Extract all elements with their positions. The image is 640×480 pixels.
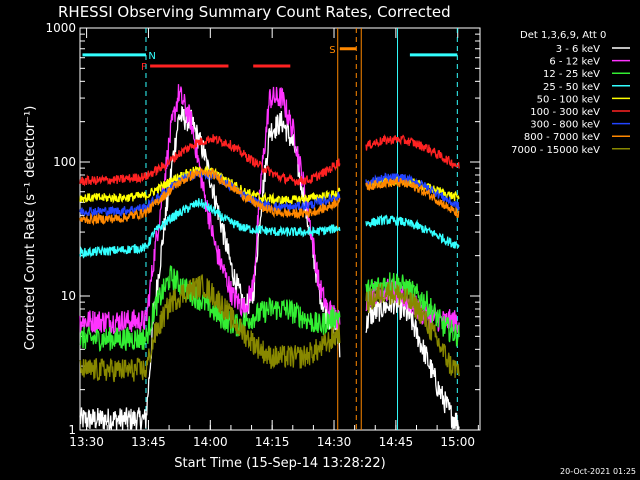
y-tick-label: 1000	[45, 21, 76, 35]
x-tick-label: 14:45	[379, 435, 414, 449]
legend-label: 12 - 25 keV	[543, 69, 600, 80]
y-axis-label: Corrected Count Rate (s⁻¹ detector⁻¹)	[23, 106, 38, 351]
plot-frame	[79, 27, 481, 431]
footer-timestamp: 20-Oct-2021 01:25	[560, 467, 636, 476]
x-axis-label: Start Time (15-Sep-14 13:28:22)	[174, 456, 385, 471]
flag-label: S	[329, 45, 335, 56]
flag-label: F	[141, 62, 147, 73]
x-tick-label: 13:45	[131, 435, 166, 449]
plot-area: 1 10 100 1000 13:30 13:45 14:00 14:15 14:30 14:45…	[45, 21, 481, 449]
series-line-8	[79, 274, 460, 383]
series-line-0	[79, 105, 460, 431]
legend-label: 7000 - 15000 keV	[511, 145, 600, 156]
x-tick-label: 15:00	[440, 435, 475, 449]
legend-label: 6 - 12 keV	[549, 57, 600, 68]
series-line-2	[79, 265, 460, 352]
legend-label: 800 - 7000 keV	[524, 132, 600, 143]
y-tick-label: 100	[53, 155, 76, 169]
x-tick-label: 14:15	[255, 435, 290, 449]
x-tick-label: 14:30	[317, 435, 352, 449]
series-line-3	[79, 198, 460, 259]
legend-label: 25 - 50 keV	[543, 82, 600, 93]
x-tick-label: 14:00	[193, 435, 228, 449]
flag-label: N	[148, 51, 155, 62]
series-line-7	[79, 167, 460, 226]
legend-header: Det 1,3,6,9, Att 0	[520, 30, 606, 41]
series-line-5	[79, 134, 460, 187]
legend-label: 3 - 6 keV	[556, 44, 600, 55]
y-tick-label: 10	[61, 289, 76, 303]
x-tick-label: 13:30	[69, 435, 104, 449]
legend-label: 100 - 300 keV	[530, 107, 600, 118]
chart-title: RHESSI Observing Summary Count Rates, Co…	[58, 3, 451, 21]
legend-label: 50 - 100 keV	[537, 94, 601, 105]
legend-label: 300 - 800 keV	[530, 120, 600, 131]
y-tick-label: 1	[68, 423, 76, 437]
